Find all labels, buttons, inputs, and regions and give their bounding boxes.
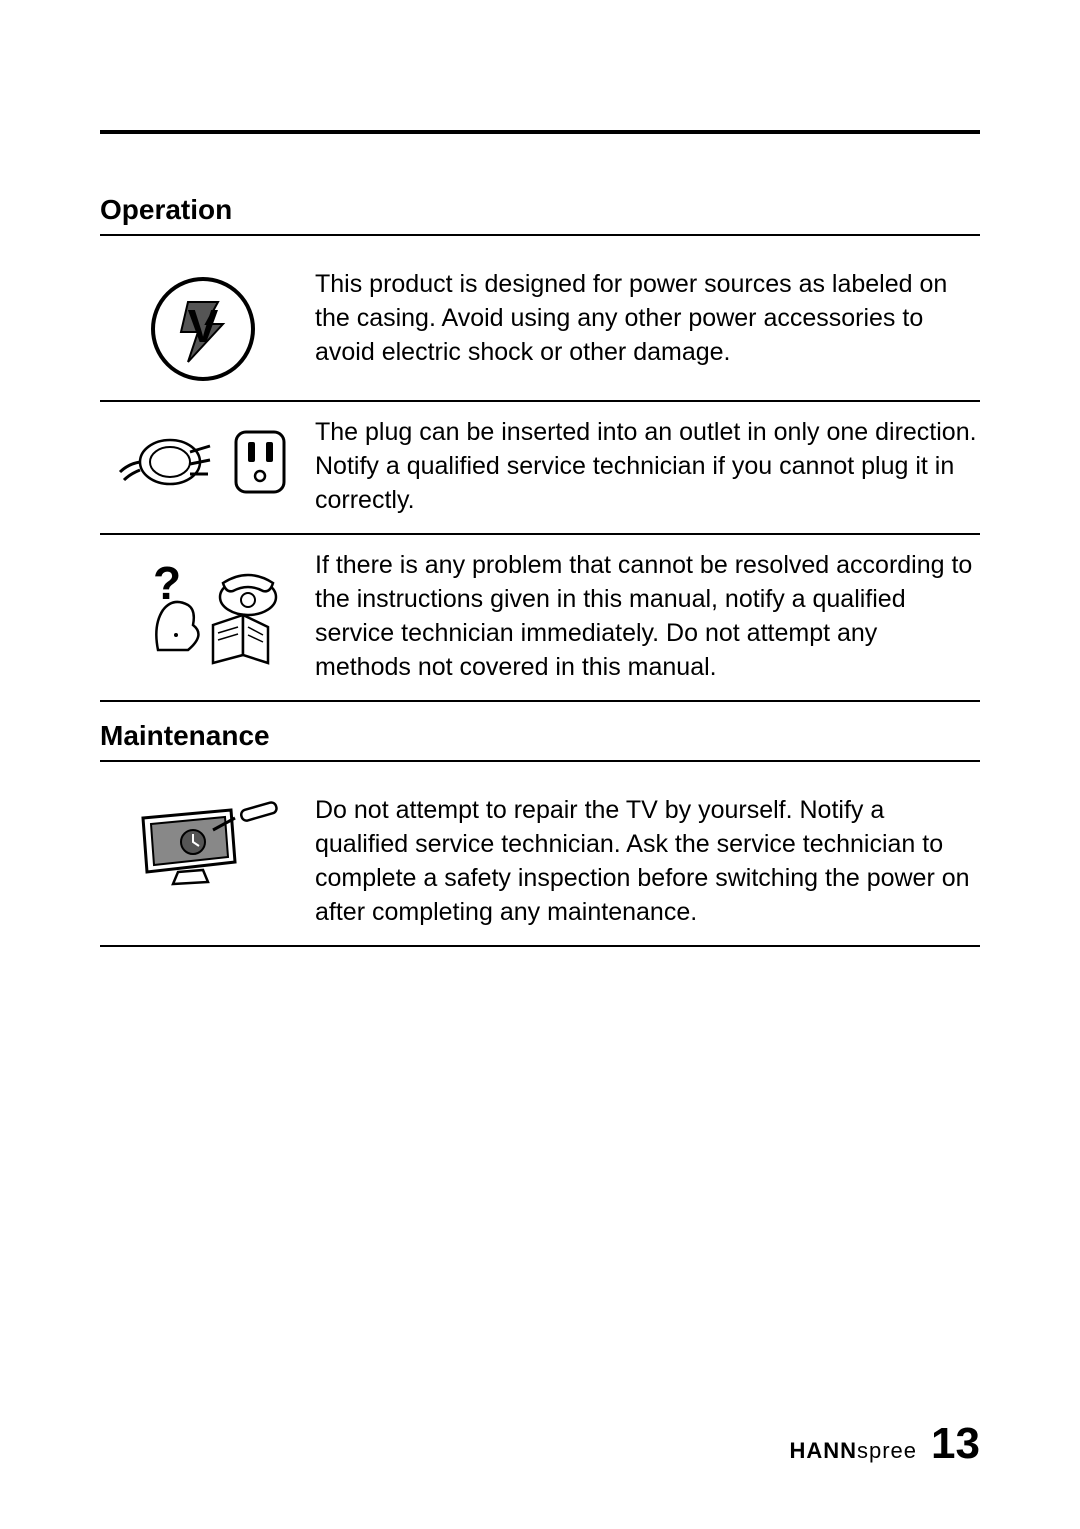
section-maintenance: Maintenance Do not attempt to repair the… [100,720,980,947]
page-footer: HANNspree 13 [789,1419,980,1469]
operation-row-1: V This product is designed for power sou… [100,254,980,400]
maintenance-text-1: Do not attempt to repair the TV by yours… [305,794,980,929]
operation-text-1: This product is designed for power sourc… [305,268,980,369]
svg-text:V: V [187,300,218,352]
question-phone-icon: ? [100,549,305,665]
top-rule [100,130,980,134]
tv-screwdriver-icon [100,794,305,890]
section-underline [100,760,980,762]
operation-text-2: The plug can be inserted into an outlet … [305,416,980,517]
footer-brand-light: spree [857,1438,917,1463]
section-title-maintenance: Maintenance [100,720,980,752]
footer-page-number: 13 [931,1419,980,1469]
section-title-operation: Operation [100,194,980,226]
footer-brand: HANNspree [789,1438,917,1464]
plug-outlet-icon [100,416,305,502]
voltage-icon: V [100,268,305,384]
row-divider [100,945,980,947]
svg-text:?: ? [153,557,181,609]
row-divider [100,700,980,702]
section-operation: Operation V This product is designed for… [100,194,980,702]
maintenance-row-1: Do not attempt to repair the TV by yours… [100,780,980,945]
operation-row-3: ? If there is any problem that cannot be… [100,535,980,700]
operation-row-2: The plug can be inserted into an outlet … [100,402,980,533]
footer-brand-bold: HANN [789,1438,857,1463]
operation-text-3: If there is any problem that cannot be r… [305,549,980,684]
section-underline [100,234,980,236]
